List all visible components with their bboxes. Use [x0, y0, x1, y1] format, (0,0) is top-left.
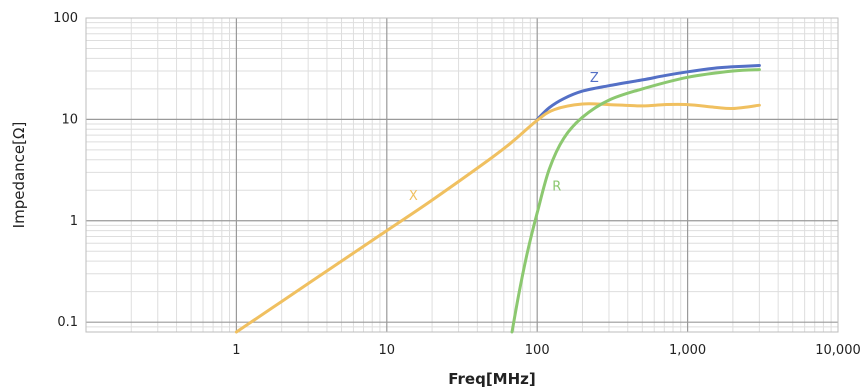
y-tick-label: 100	[53, 11, 78, 26]
x-tick-label: 100	[525, 343, 550, 358]
y-tick-label: 1	[70, 214, 78, 229]
y-tick-label: 10	[61, 112, 78, 127]
x-axis-title: Freq[MHz]	[448, 370, 536, 388]
series-label-r: R	[552, 179, 561, 194]
grid-minor	[86, 18, 838, 332]
series-label-z: Z	[590, 71, 599, 86]
x-tick-label: 1	[232, 343, 240, 358]
y-axis-tick-labels: 0.1 1 10 100	[53, 11, 78, 330]
plot-area-frame	[85, 17, 839, 333]
series-line-z	[535, 64, 761, 121]
x-axis-tick-labels: 1 10 100 1,000 10,000	[232, 343, 860, 358]
series-labels: Z X R	[409, 71, 599, 204]
grid-major	[86, 18, 838, 332]
series-line-r	[510, 68, 761, 334]
series-line-x	[234, 102, 761, 334]
x-tick-label: 10,000	[815, 343, 861, 358]
y-axis-title: Impedance[Ω]	[10, 122, 28, 229]
series-curves	[234, 64, 761, 334]
x-tick-label: 10	[379, 343, 396, 358]
x-tick-label: 1,000	[669, 343, 706, 358]
y-tick-label: 0.1	[57, 315, 78, 330]
series-label-x: X	[409, 189, 418, 204]
